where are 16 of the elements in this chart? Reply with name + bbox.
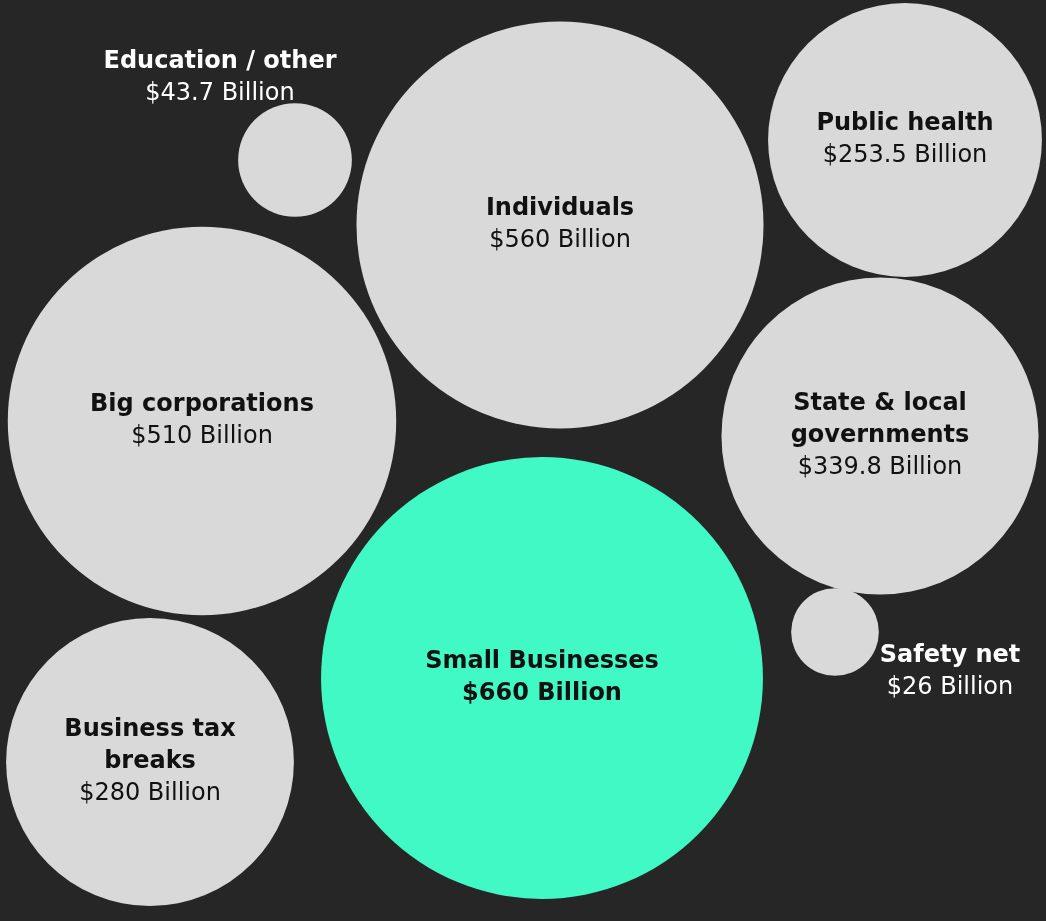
data-label: $253.5 Billion [822,140,988,169]
data-label: $280 Billion [79,778,221,807]
category-label: Small Businesses [425,646,659,675]
data-label: $510 Billion [131,421,273,450]
data-label: $339.8 Billion [797,452,963,481]
category-label: State & local governments [790,388,970,449]
category-label: Safety net [879,640,1021,669]
data-label: $560 Billion [489,225,631,254]
category-label: Education / other [103,46,337,75]
category-label: Public health [816,108,994,137]
data-label: $660 Billion [462,678,622,707]
data-label: $26 Billion [886,672,1014,701]
data-label: $43.7 Billion [145,78,295,107]
category-label: Big corporations [90,389,314,418]
category-label: Business tax breaks [64,714,237,775]
category-label: Individuals [485,193,635,222]
